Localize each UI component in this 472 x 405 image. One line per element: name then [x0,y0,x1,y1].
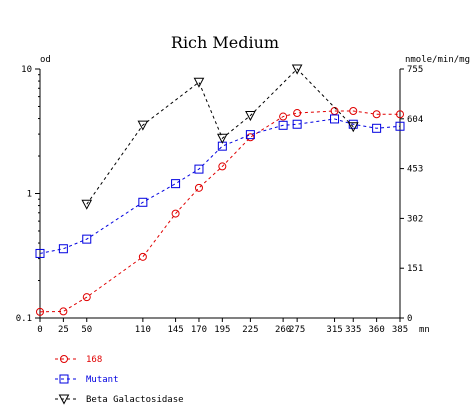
legend-label: Beta Galactosidase [86,395,184,405]
data-point-square [395,121,405,131]
data-point-square [245,130,255,140]
data-point-triangle [58,394,70,405]
x-tick-label: 275 [289,325,305,335]
y-right-tick-label: 453 [407,165,423,175]
data-point-circle [293,109,302,118]
series-line [39,110,400,313]
data-point-triangle [193,77,205,88]
x-tick-label: 225 [242,325,258,335]
data-point-square [35,248,45,258]
x-tick-label: 170 [191,325,207,335]
x-axis-unit-label: mn [419,325,430,335]
legend-item: Mutant [55,374,119,385]
legend-item: 168 [55,355,102,365]
x-tick-label: 260 [275,325,291,335]
data-point-circle [372,110,381,119]
data-point-circle [349,106,358,115]
data-point-square [330,114,340,124]
x-tick-label: 110 [135,325,151,335]
data-point-circle [82,293,91,302]
data-point-square [58,244,68,254]
data-point-circle [246,133,255,142]
y-right-tick-label: 302 [407,214,423,224]
series-line [39,118,401,254]
chart-title: Rich Medium [171,33,279,52]
x-tick-label: 195 [214,325,230,335]
y-left-axis-label: od [40,55,51,65]
data-point-circle [59,307,68,316]
series-layer [35,64,405,316]
series-2 [81,64,359,210]
data-point-square [138,197,148,207]
x-tick-label: 335 [345,325,361,335]
data-point-square [59,374,69,384]
y-right-axis-label: nmole/min/mg [405,55,470,65]
data-point-square [292,119,302,129]
data-point-circle [36,307,44,316]
data-point-square [372,123,382,133]
legend: 168 Mutant Beta Galactosidase [55,355,184,405]
data-point-circle [60,355,68,363]
data-point-triangle [81,199,93,210]
y-right-tick-label: 604 [407,115,423,125]
legend-label: 168 [86,355,102,365]
data-point-square [194,164,204,174]
data-point-triangle [137,120,149,131]
series-0 [36,106,404,316]
x-tick-label: 360 [368,325,384,335]
y-left-tick-label: 1 [27,190,32,200]
data-point-triangle [217,133,228,144]
x-tick-label: 315 [326,325,342,335]
y-left-tick-label: 10 [21,65,32,75]
data-point-square [171,179,181,189]
y-right-tick-label: 755 [407,65,423,75]
x-tick-label: 50 [81,325,92,335]
legend-item: Beta Galactosidase [55,394,184,405]
data-point-square [278,120,288,130]
legend-label: Mutant [86,375,119,385]
data-point-circle [218,162,227,171]
data-point-triangle [245,111,256,122]
data-point-triangle [291,64,303,75]
series-1 [35,114,405,258]
x-tick-label: 385 [392,325,408,335]
data-point-circle [171,209,180,218]
x-tick-label: 145 [167,325,183,335]
data-point-circle [396,110,404,119]
data-point-circle [138,252,147,261]
data-point-circle [194,183,203,192]
data-point-square [82,234,92,244]
y-right-tick-label: 0 [407,314,412,324]
y-left-tick-label: 0.1 [16,314,32,324]
data-point-circle [279,112,288,121]
x-tick-label: 0 [37,325,42,335]
data-point-triangle [347,122,359,133]
series-line [86,68,354,205]
y-right-tick-label: 151 [407,264,423,274]
x-tick-label: 25 [58,325,69,335]
